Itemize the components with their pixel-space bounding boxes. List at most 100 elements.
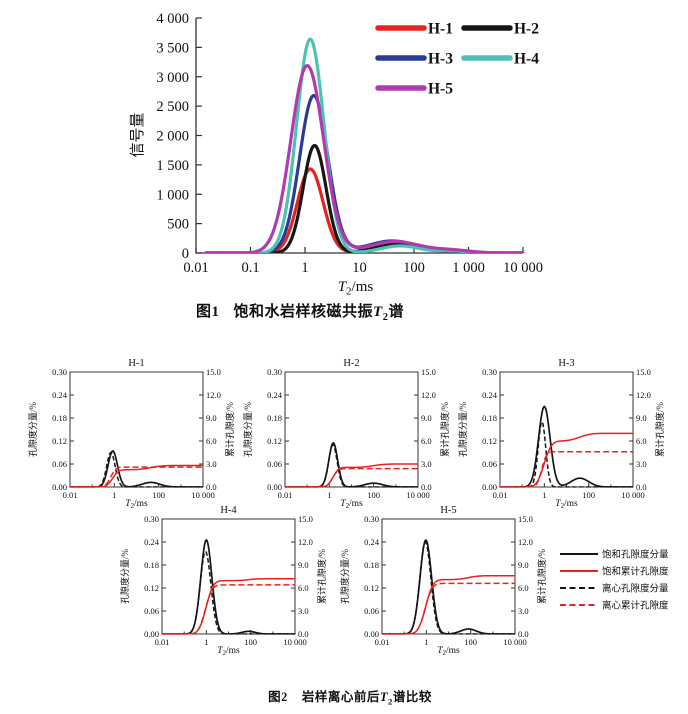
right-tick-label: 3.0: [206, 459, 217, 469]
x-tick-label: 10 000: [283, 637, 306, 647]
right-tick-label: 3.0: [421, 459, 432, 469]
subplot-title: H-4: [220, 505, 237, 516]
saturated-cumulative-curve: [500, 432, 633, 488]
left-axis-title: 孔隙度分量/%: [119, 548, 130, 604]
left-tick-label: 0.24: [482, 390, 498, 400]
saturated-cumulative-curve: [285, 463, 418, 488]
plot-box: [161, 518, 296, 635]
centrifuged-cumulative-curve: [285, 467, 418, 488]
figure2-subplot-H-5: H-5 0.00 0.06 0.12 0.18 0.24 0.30 0.0 3.0 6.0 9.0 1…: [339, 505, 547, 657]
left-tick-label: 0.12: [482, 436, 497, 446]
centrifuged-cumulative-curve: [70, 466, 203, 488]
centrifuged-component-curve: [500, 421, 633, 488]
figure2-caption: 图2 岩样离心前后T2谱比较: [6, 686, 688, 707]
right-tick-label: 15.0: [206, 367, 221, 377]
centrifuged-cumulative-curve: [382, 582, 515, 635]
x-tick-label: 100: [367, 490, 380, 500]
left-tick-label: 0.18: [52, 413, 67, 423]
y-tick-label: 3 000: [156, 70, 189, 86]
x-tick-label: 0.01: [493, 490, 508, 500]
right-tick-label: 12.0: [421, 390, 436, 400]
left-tick-label: 0.12: [267, 436, 282, 446]
left-tick-label: 0.24: [267, 390, 283, 400]
legend-label: H-3: [428, 51, 453, 68]
left-tick-label: 0.24: [52, 390, 68, 400]
right-tick-label: 15.0: [518, 514, 533, 524]
figure2-subplot-H-2: H-2 0.00 0.06 0.12 0.18 0.24 0.30 0.0 3.0 6.0 9.0 1…: [242, 358, 450, 510]
legend-label: 离心累计孔隙度: [602, 600, 669, 612]
left-tick-label: 0.00: [52, 482, 67, 492]
legend-label: 饱和孔隙度分量: [602, 549, 669, 561]
left-tick-label: 0.06: [52, 459, 67, 469]
figure1-t2-spectrum-chart: 0 500 1 000 1 500 2 000 2 500 3 000 3 500 4 000 0…: [129, 11, 543, 297]
x-axis-title: T2/ms: [437, 646, 460, 657]
x-axis-title: T2/ms: [338, 279, 374, 297]
right-tick-label: 12.0: [298, 537, 313, 547]
figure1-caption-t2-sub: 2: [382, 312, 389, 323]
x-tick-label: 0.01: [155, 637, 170, 647]
subplot-title: H-1: [128, 358, 144, 369]
right-tick-label: 6.0: [421, 436, 432, 446]
figure1-caption-suffix: 谱: [388, 304, 404, 320]
left-tick-label: 0.00: [267, 482, 282, 492]
x-tick-label: 10: [352, 260, 367, 276]
y-tick-label: 1 500: [156, 158, 189, 174]
plot-box: [381, 518, 516, 635]
x-tick-label: 1: [112, 490, 116, 500]
x-tick-label: 1: [424, 637, 428, 647]
left-tick-label: 0.06: [267, 459, 282, 469]
left-tick-label: 0.30: [364, 514, 379, 524]
left-tick-label: 0.06: [364, 606, 379, 616]
left-tick-label: 0.18: [364, 560, 379, 570]
right-tick-label: 0.0: [298, 629, 309, 639]
x-tick-label: 0.01: [183, 260, 208, 276]
subplot-title: H-5: [440, 505, 456, 516]
left-tick-label: 0.18: [482, 413, 497, 423]
right-axis-title: 累计孔隙度/%: [439, 401, 450, 457]
legend-item-H-5: H-5: [375, 81, 453, 98]
left-tick-label: 0.12: [144, 583, 159, 593]
left-tick-label: 0.18: [144, 560, 159, 570]
series-curve-H-2: [204, 143, 525, 253]
figure2-caption-t2-var: T: [379, 690, 389, 704]
figure2-caption-t2-sub: 2: [388, 696, 393, 707]
x-tick-label: 0.01: [63, 490, 78, 500]
series-curve-H-1: [204, 167, 525, 253]
legend-item-H-3: H-3: [375, 51, 453, 68]
y-tick-label: 2 000: [156, 129, 189, 145]
axes-lines: [195, 18, 523, 254]
x-tick-label: 0.01: [278, 490, 293, 500]
figure1-caption-label: 图1: [196, 304, 220, 320]
saturated-cumulative-curve: [70, 464, 203, 488]
right-axis-title: 累计孔隙度/%: [316, 548, 327, 604]
centrifuged-component-curve: [382, 541, 515, 635]
left-tick-label: 0.00: [144, 629, 159, 639]
right-tick-label: 0.0: [518, 629, 529, 639]
right-tick-label: 12.0: [518, 537, 533, 547]
subplot-title: H-3: [558, 358, 574, 369]
saturated-cumulative-curve: [162, 578, 295, 635]
right-tick-label: 6.0: [636, 436, 647, 446]
figure2-legend-item: 离心孔隙度分量: [560, 583, 669, 595]
legend-label: 离心孔隙度分量: [602, 583, 669, 595]
figure2-caption-text: 岩样离心前后: [301, 690, 380, 704]
right-tick-label: 12.0: [636, 390, 651, 400]
left-axis-title: 孔隙度分量/%: [242, 401, 253, 457]
legend-label: H-4: [514, 51, 539, 68]
left-tick-label: 0.12: [52, 436, 67, 446]
left-tick-label: 0.06: [144, 606, 159, 616]
centrifuged-cumulative-curve: [500, 450, 633, 488]
right-tick-label: 6.0: [206, 436, 217, 446]
saturated-component-curve: [382, 539, 515, 635]
x-tick-label: 10 000: [406, 490, 429, 500]
saturated-component-curve: [285, 441, 418, 488]
figure2-legend-item: 饱和累计孔隙度: [560, 566, 669, 578]
x-tick-label: 10 000: [191, 490, 214, 500]
left-tick-label: 0.12: [364, 583, 379, 593]
legend-item-H-4: H-4: [461, 51, 539, 68]
right-tick-label: 3.0: [636, 459, 647, 469]
x-tick-label: 0.1: [241, 260, 259, 276]
plot-box: [284, 371, 419, 488]
right-tick-label: 3.0: [518, 606, 529, 616]
